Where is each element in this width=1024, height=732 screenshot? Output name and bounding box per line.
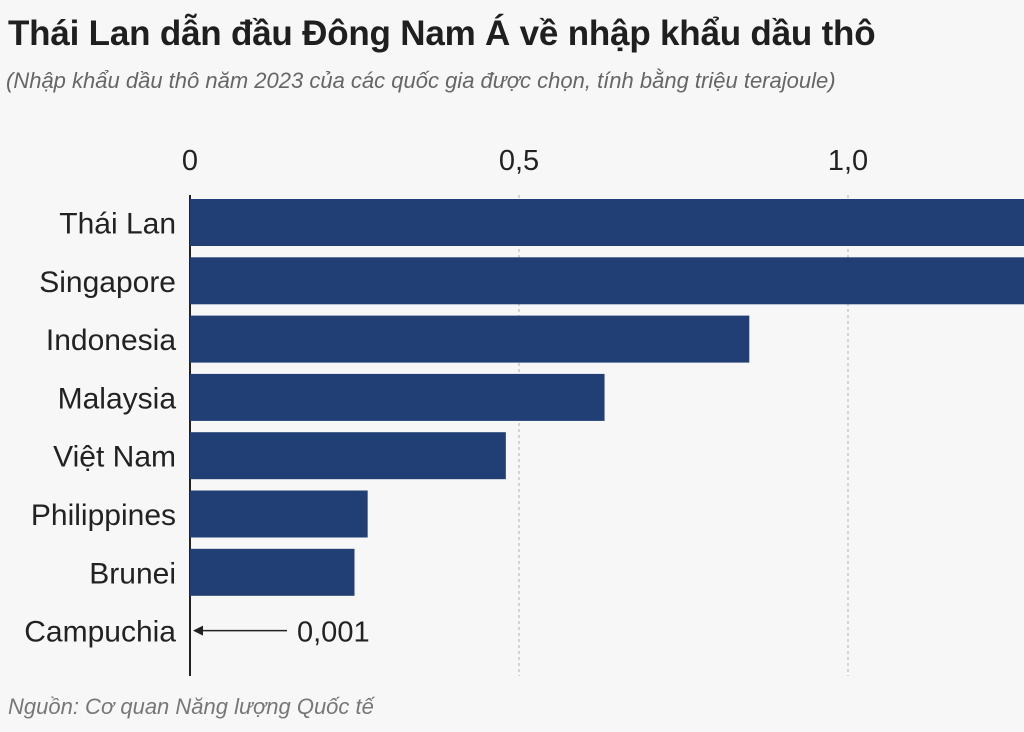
chart-subtitle: (Nhập khẩu dầu thô năm 2023 của các quốc… (6, 68, 836, 93)
category-label: Thái Lan (59, 208, 176, 241)
x-tick-labels: 00,51,01,52,02,5 (182, 145, 868, 177)
category-label: Indonesia (46, 324, 176, 357)
category-label: Campuchia (24, 616, 176, 649)
category-label: Brunei (89, 557, 176, 590)
bar (190, 490, 368, 538)
category-label: Việt Nam (53, 441, 176, 474)
bar (190, 373, 605, 421)
source-note: Nguồn: Cơ quan Năng lượng Quốc tế (8, 694, 374, 719)
chart-title: Thái Lan dẫn đầu Đông Nam Á về nhập khẩu… (8, 14, 876, 53)
bar (190, 548, 355, 596)
annotation-arrow-head (193, 625, 203, 636)
annotation-label: 0,001 (297, 617, 370, 649)
category-label: Malaysia (58, 382, 177, 415)
annotations: 0,001 (193, 617, 370, 649)
category-label: Singapore (39, 266, 176, 299)
category-labels: Thái Lan Singapore Indonesia Malaysia Việt N… (24, 208, 176, 649)
bar (190, 315, 750, 363)
bar (190, 199, 1024, 246)
x-tick-label: 1,0 (828, 145, 868, 177)
bar (190, 257, 1024, 305)
x-tick-label: 0 (182, 145, 198, 177)
category-label: Philippines (31, 499, 176, 532)
bar (190, 432, 506, 480)
x-tick-label: 0,5 (499, 145, 539, 177)
bars (190, 199, 1024, 596)
